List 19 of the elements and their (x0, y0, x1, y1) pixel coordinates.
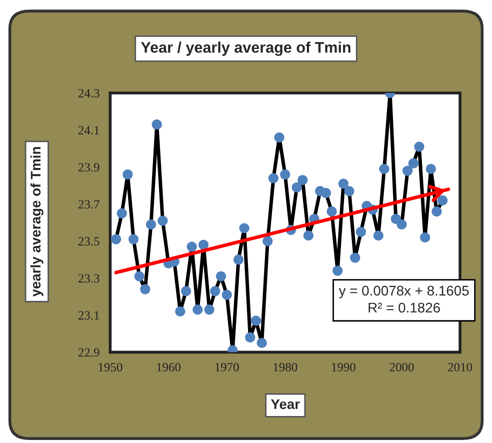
x-tick-label: 1960 (157, 362, 181, 372)
y-tick-label: 23.1 (78, 311, 100, 320)
x-axis-title: Year (270, 399, 300, 410)
chart-title: Year / yearly average of Tmin (140, 42, 350, 56)
y-tick-label: 24.1 (78, 126, 100, 135)
y-tick-label: 23.9 (78, 163, 100, 172)
y-tick-label: 22.9 (78, 348, 100, 357)
y-tick-label: 23.3 (78, 274, 100, 283)
x-tick-label: 1950 (98, 362, 122, 372)
x-tick-label: 2000 (390, 362, 414, 372)
y-tick-label: 23.5 (78, 237, 100, 246)
y-axis-title: yearly average of Tmin (30, 147, 44, 297)
x-tick-label: 1970 (215, 362, 239, 372)
annotation: y = 0.0078x + 8.1605 R² = 0.1826 (338, 286, 469, 313)
x-tick-label: 2010 (448, 362, 472, 372)
x-tick-label: 1980 (274, 362, 298, 372)
y-tick-label: 24.3 (78, 89, 100, 98)
y-tick-label: 23.7 (78, 200, 100, 209)
x-tick-label: 1990 (332, 362, 356, 372)
